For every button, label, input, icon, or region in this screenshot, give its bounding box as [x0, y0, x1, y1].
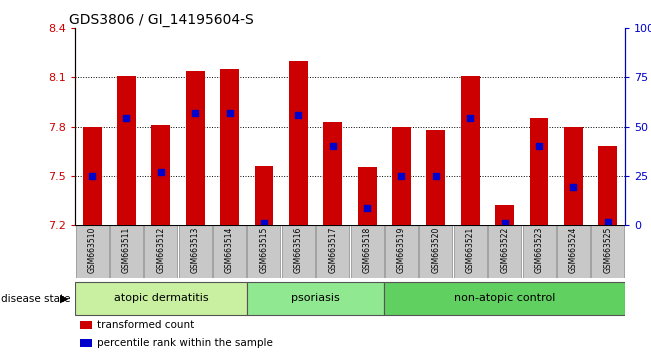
Point: [121, 115, 132, 121]
Bar: [80, 339, 92, 347]
Text: GDS3806 / GI_14195604-S: GDS3806 / GI_14195604-S: [70, 13, 254, 27]
Bar: [564, 127, 583, 225]
Text: atopic dermatitis: atopic dermatitis: [113, 293, 208, 303]
Text: GSM663517: GSM663517: [328, 227, 337, 273]
Bar: [289, 61, 308, 225]
Bar: [351, 225, 383, 278]
Bar: [392, 127, 411, 225]
Bar: [152, 125, 171, 225]
Bar: [247, 225, 281, 278]
Bar: [529, 118, 548, 225]
Bar: [324, 122, 342, 225]
Point: [534, 143, 544, 149]
Point: [396, 173, 407, 178]
Bar: [598, 146, 617, 225]
Point: [362, 206, 372, 211]
Point: [431, 173, 441, 178]
Text: GSM663516: GSM663516: [294, 227, 303, 273]
Text: GSM663510: GSM663510: [87, 227, 96, 273]
Bar: [178, 225, 212, 278]
Bar: [495, 205, 514, 225]
Bar: [220, 69, 239, 225]
Bar: [385, 225, 418, 278]
Bar: [316, 225, 349, 278]
Bar: [76, 225, 109, 278]
Text: GSM663519: GSM663519: [397, 227, 406, 273]
Text: percentile rank within the sample: percentile rank within the sample: [97, 338, 273, 348]
Text: transformed count: transformed count: [97, 320, 194, 330]
Point: [190, 111, 201, 116]
Text: GSM663521: GSM663521: [465, 227, 475, 273]
Bar: [419, 225, 452, 278]
Text: GSM663514: GSM663514: [225, 227, 234, 273]
Bar: [145, 225, 177, 278]
Text: GSM663515: GSM663515: [260, 227, 268, 273]
Point: [156, 170, 166, 175]
Point: [499, 220, 510, 226]
Bar: [591, 225, 624, 278]
Bar: [186, 71, 204, 225]
Point: [465, 115, 475, 121]
Bar: [557, 225, 590, 278]
Bar: [117, 76, 136, 225]
Bar: [282, 225, 315, 278]
Text: GSM663523: GSM663523: [534, 227, 544, 273]
Text: GSM663522: GSM663522: [500, 227, 509, 273]
Point: [225, 111, 235, 116]
Bar: [357, 167, 376, 225]
Bar: [461, 76, 480, 225]
Point: [603, 219, 613, 224]
Bar: [523, 225, 555, 278]
Text: GSM663511: GSM663511: [122, 227, 131, 273]
Bar: [488, 225, 521, 278]
Point: [258, 220, 269, 226]
Bar: [213, 225, 246, 278]
Text: GSM663513: GSM663513: [191, 227, 200, 273]
Bar: [426, 130, 445, 225]
Bar: [247, 281, 384, 315]
Bar: [75, 281, 247, 315]
Bar: [384, 281, 625, 315]
Point: [568, 184, 579, 190]
Text: GSM663525: GSM663525: [603, 227, 613, 273]
Text: GSM663512: GSM663512: [156, 227, 165, 273]
Text: non-atopic control: non-atopic control: [454, 293, 555, 303]
Bar: [83, 127, 102, 225]
Bar: [454, 225, 487, 278]
Bar: [110, 225, 143, 278]
Text: disease state: disease state: [1, 294, 71, 304]
Text: GSM663524: GSM663524: [569, 227, 578, 273]
Bar: [255, 166, 273, 225]
Text: psoriasis: psoriasis: [291, 293, 340, 303]
Text: GSM663518: GSM663518: [363, 227, 372, 273]
Point: [293, 112, 303, 118]
Text: ▶: ▶: [60, 294, 68, 304]
Point: [87, 173, 97, 178]
Text: GSM663520: GSM663520: [432, 227, 440, 273]
Point: [327, 143, 338, 149]
Bar: [80, 321, 92, 329]
